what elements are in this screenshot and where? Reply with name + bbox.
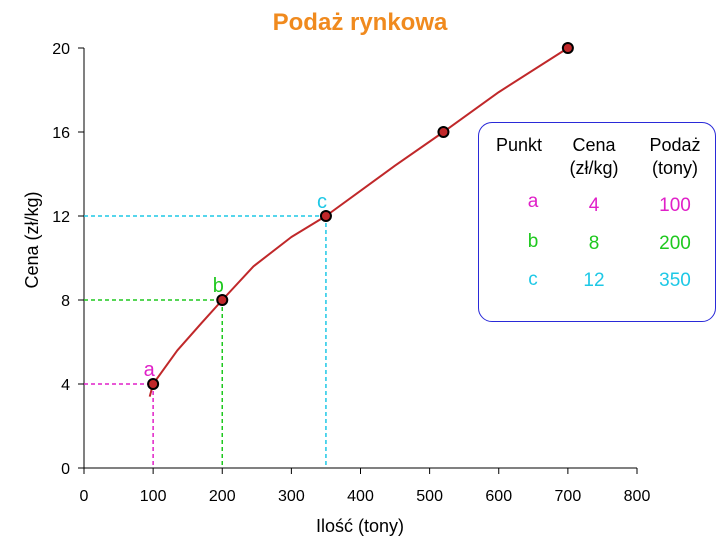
row-b-podaz: 200 — [659, 233, 691, 254]
point-label-c: c — [317, 191, 327, 213]
x-tick-label: 0 — [80, 488, 89, 505]
data-point — [147, 378, 160, 390]
y-tick-label: 20 — [52, 41, 70, 58]
point-label-a: a — [144, 359, 156, 381]
y-tick-label: 8 — [61, 293, 70, 310]
row-c-podaz: 350 — [659, 270, 691, 291]
table-header-podaz: Podaż (tony) — [649, 135, 701, 178]
x-tick-label: 300 — [278, 488, 305, 505]
data-point — [319, 210, 332, 222]
x-tick-label: 200 — [209, 488, 236, 505]
x-tick-label: 100 — [140, 488, 167, 505]
data-point — [561, 42, 574, 54]
x-axis-label: Ilość (tony) — [316, 516, 404, 536]
row-c-punkt: c — [528, 269, 538, 290]
supply-curve — [147, 42, 574, 397]
axes: 0 100 200 300 400 500 600 700 800 0 4 8 12 16 20 — [52, 41, 650, 505]
x-tick-label: 600 — [485, 488, 512, 505]
point-label-b: b — [213, 275, 224, 297]
y-axis-label: Cena (zł/kg) — [22, 191, 42, 288]
row-a-podaz: 100 — [659, 195, 691, 216]
data-table-box — [478, 122, 716, 322]
y-tick-label: 12 — [52, 209, 70, 226]
data-point — [437, 126, 450, 138]
y-tick-label: 0 — [61, 461, 70, 478]
guide-lines — [84, 215, 327, 468]
chart-title: Podaż rynkowa — [273, 9, 448, 36]
row-a-cena: 4 — [588, 195, 600, 216]
row-b-cena: 8 — [588, 233, 600, 254]
x-tick-label: 700 — [555, 488, 582, 505]
table-header-cena: Cena (zł/kg) — [569, 135, 619, 178]
row-b-punkt: b — [527, 231, 539, 252]
x-tick-label: 400 — [347, 488, 374, 505]
y-tick-label: 4 — [61, 377, 70, 394]
point-labels: a b c — [144, 191, 327, 381]
table-header-punkt: Punkt — [495, 135, 543, 155]
x-tick-label: 500 — [416, 488, 443, 505]
row-a-punkt: a — [527, 191, 539, 212]
x-tick-label: 800 — [624, 488, 651, 505]
y-tick-label: 16 — [52, 125, 70, 142]
data-point — [216, 294, 229, 306]
row-c-cena: 12 — [583, 270, 605, 291]
